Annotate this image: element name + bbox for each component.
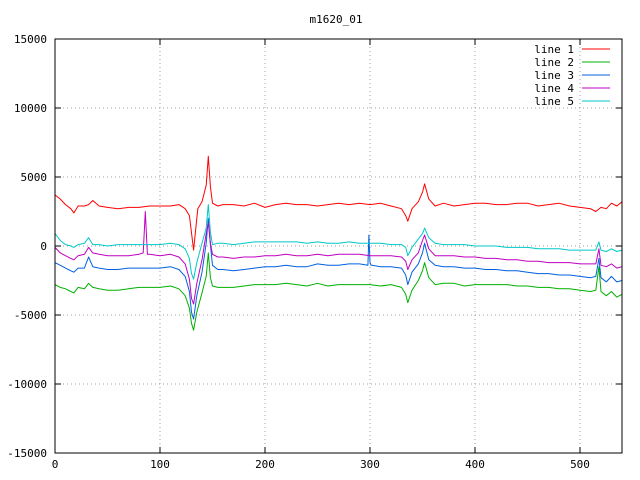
series-line-3 [54,217,623,320]
x-tick-label: 500 [570,458,590,471]
series-line-2 [54,252,623,331]
x-tick-label: 300 [360,458,380,471]
y-tick-label: -5000 [14,309,47,322]
y-tick-label: -15000 [7,447,47,460]
axis-ticks: 0 100 200 300 400 500 -15000 -10000 -5000 0 5000 10… [7,33,622,471]
chart-title: m1620_01 [310,13,363,26]
legend-label: line 4 [534,82,574,95]
x-tick-label: 0 [52,458,59,471]
grid [55,39,622,453]
y-tick-label: 5000 [21,171,48,184]
x-tick-label: 200 [255,458,275,471]
legend-label: line 3 [534,69,574,82]
legend-label: line 5 [534,95,574,108]
series-lines [54,155,623,331]
series-line-1 [54,155,623,251]
x-tick-label: 100 [150,458,170,471]
series-line-4 [54,211,623,305]
series-line-5 [54,204,623,280]
x-tick-label: 400 [465,458,485,471]
legend-label: line 1 [534,43,574,56]
legend-label: line 2 [534,56,574,69]
y-tick-label: 15000 [14,33,47,46]
y-tick-label: -10000 [7,378,47,391]
y-tick-label: 0 [40,240,47,253]
y-tick-label: 10000 [14,102,47,115]
